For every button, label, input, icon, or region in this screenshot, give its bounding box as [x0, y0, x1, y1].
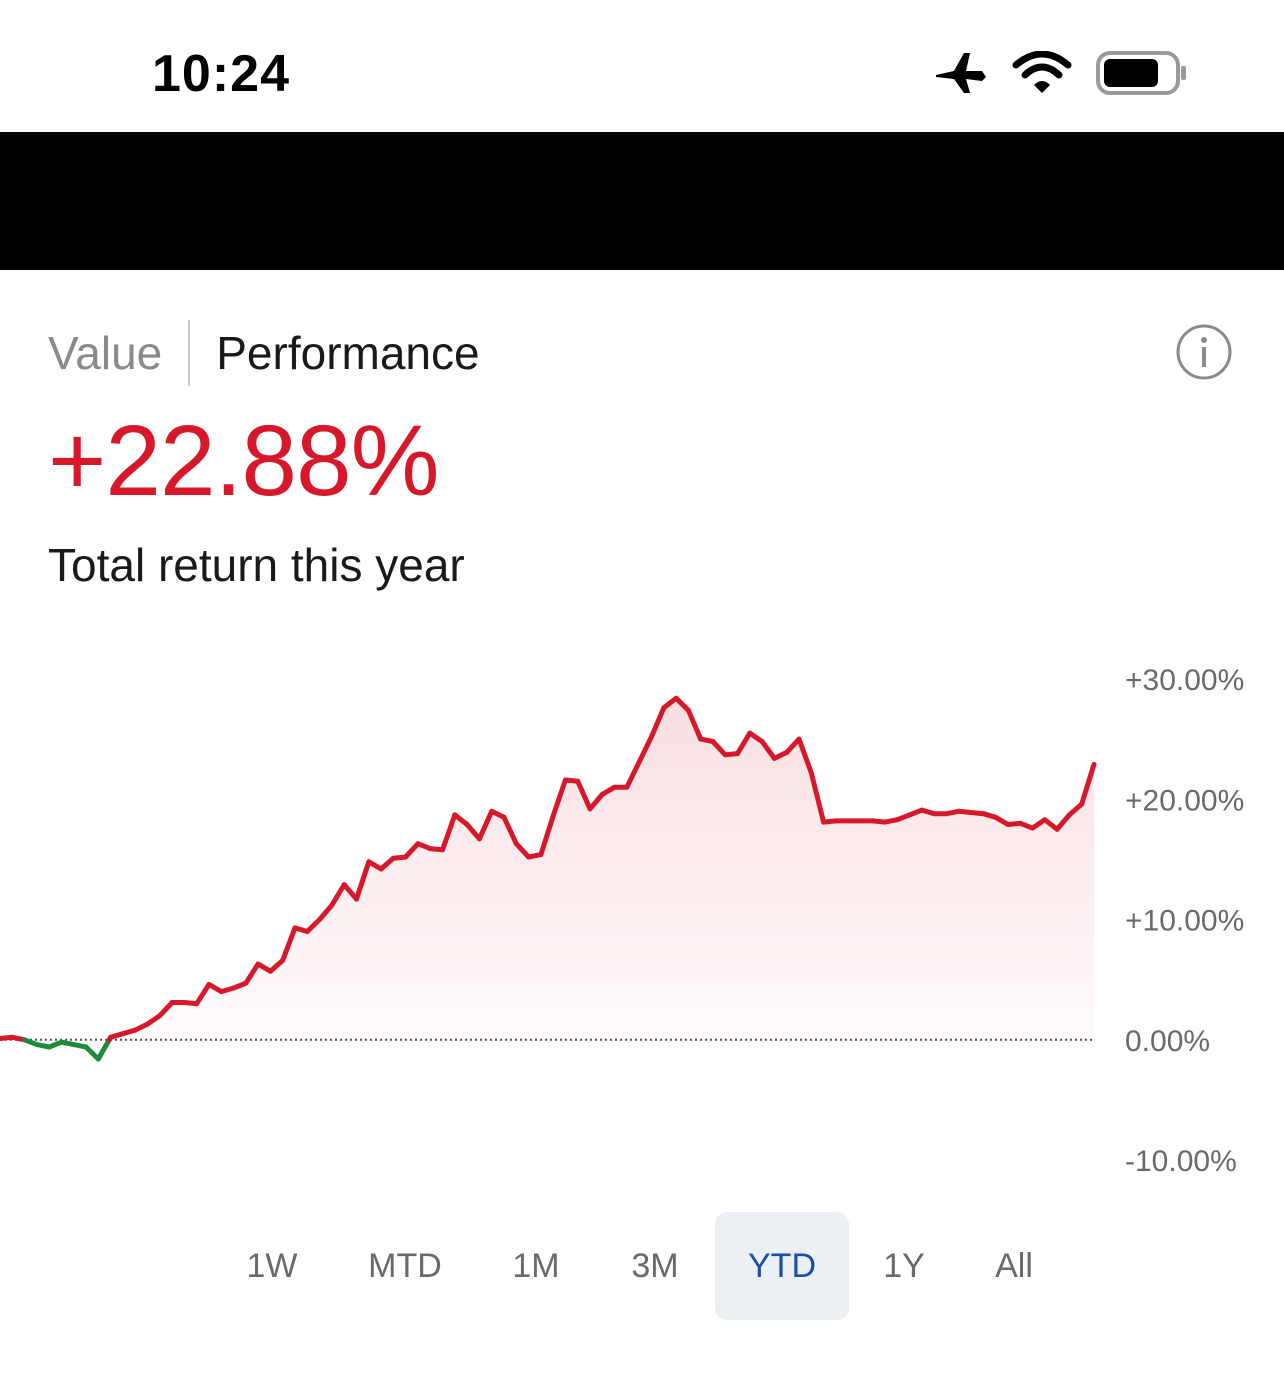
chart-line-segment [513, 841, 532, 860]
chart-line-segment [329, 882, 347, 908]
range-1y-button[interactable]: 1Y [883, 1246, 925, 1285]
airplane-icon [936, 53, 986, 93]
chart-line-segment [710, 739, 728, 758]
range-mtd-button[interactable]: MTD [368, 1246, 442, 1285]
chart-line-segment [550, 777, 568, 819]
chart-line-segment [243, 961, 261, 986]
chart-line-segment [501, 814, 519, 847]
chart-line-segment [83, 1044, 101, 1062]
status-icons [934, 50, 1188, 96]
chart-line-segment [403, 841, 421, 860]
chart-line-segment [452, 812, 470, 827]
chart-line-segment [575, 778, 593, 812]
tab-value[interactable]: Value [48, 327, 163, 379]
tab-performance[interactable]: Performance [216, 327, 480, 379]
status-bar: 10:24 [0, 0, 1284, 132]
chart-line-segment [317, 902, 335, 922]
chart-line-segment [1066, 801, 1085, 818]
tab-divider [188, 320, 191, 386]
chart-line-segment [157, 1000, 175, 1019]
chart-line-segment [95, 1037, 112, 1062]
chart-line-layer [0, 695, 1097, 1062]
view-toggle: Value Performance [48, 318, 480, 388]
chart-line-segment [1054, 812, 1072, 832]
performance-chart[interactable]: +30.00% +20.00% +10.00% 0.00% -10.00% [0, 640, 1284, 1200]
total-return-label: Total return this year [48, 539, 465, 591]
chart-line-segment [673, 695, 691, 713]
y-tick-label: +10.00% [1125, 905, 1244, 938]
chart-area-fill [0, 698, 1094, 1059]
info-icon[interactable] [1176, 324, 1232, 380]
chart-line-segment [808, 770, 827, 825]
chart-line-segment [649, 705, 667, 740]
total-return-value: +22.88% [48, 405, 440, 517]
y-tick-label: +20.00% [1125, 784, 1244, 817]
y-tick-label: 0.00% [1125, 1025, 1210, 1058]
redacted-header [0, 132, 1284, 270]
chart-line-segment [685, 707, 704, 742]
chart-line-segment [624, 759, 642, 790]
chart-line-segment [267, 957, 286, 974]
chart-line-segment [759, 739, 777, 761]
chart-line-segment [796, 736, 814, 776]
range-all-button[interactable]: All [995, 1246, 1033, 1285]
chart-line-segment [280, 925, 298, 963]
battery-icon [1096, 51, 1186, 95]
time-range-selector: 1W MTD 1M 3M YTD 1Y All [218, 1212, 1078, 1320]
chart-line-segment [735, 730, 753, 757]
y-tick-label: -10.00% [1125, 1145, 1237, 1178]
range-ytd-button[interactable]: YTD [715, 1212, 849, 1320]
chart-y-axis: +30.00% +20.00% +10.00% 0.00% -10.00% [1125, 664, 1244, 1178]
chart-line-segment [538, 813, 556, 858]
chart-line-segment [464, 822, 482, 842]
chart-area-layer [0, 698, 1094, 1059]
chart-line-segment [661, 695, 679, 711]
range-1m-button[interactable]: 1M [512, 1246, 560, 1285]
chart-line-segment [194, 981, 212, 1007]
chart-line-segment [1042, 817, 1060, 832]
chart-line-segment [304, 917, 323, 934]
chart-line-segment [341, 882, 359, 902]
chart-line-segment [354, 859, 372, 902]
status-time: 10:24 [152, 45, 290, 103]
chart-line-segment [440, 812, 458, 853]
wifi-icon [1012, 51, 1072, 93]
chart-line-segment [636, 734, 654, 765]
chart-line-segment [476, 808, 495, 842]
range-1w-button[interactable]: 1W [246, 1246, 298, 1285]
chart-line-segment [378, 855, 396, 872]
chart-line-segment [784, 736, 802, 755]
range-3m-button[interactable]: 3M [631, 1246, 679, 1285]
chart-line-segment [1079, 761, 1097, 807]
chart-line-segment [587, 791, 605, 812]
y-tick-label: +30.00% [1125, 664, 1244, 697]
